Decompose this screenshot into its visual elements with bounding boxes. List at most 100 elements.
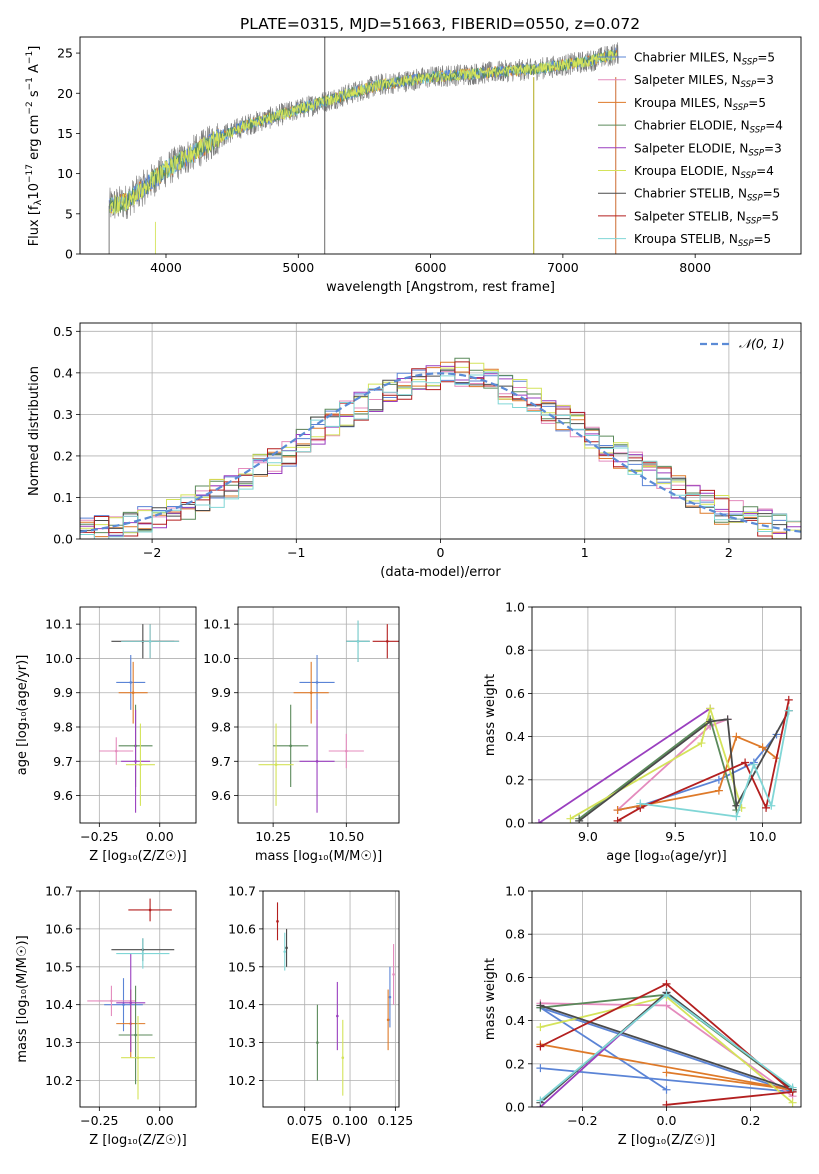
- age_vs_mass-point: [289, 744, 292, 748]
- weight_vs_age-series-line: [616, 718, 728, 811]
- residuals-ytick-label: 0.1: [53, 490, 73, 505]
- mass_vs_EBV-xlabel: E(B-V): [311, 1133, 351, 1148]
- spectrum-model-line: [109, 48, 618, 214]
- weight_vs_Z-marker: [662, 1085, 671, 1094]
- age_vs_mass-frame: [237, 606, 400, 824]
- mass_vs_EBV-axes: 0.075 0.100 0.125 10.2 10.3 10.4 10.5 10.6 10.7 E…: [228, 884, 413, 1149]
- weight_vs_age-marker: [732, 732, 741, 741]
- mass_vs_Z-xtick-label: 0.00: [146, 1113, 174, 1128]
- weight_vs_age-series-line: [617, 699, 790, 822]
- mass_vs_Z-ytick-label: 10.7: [45, 884, 73, 899]
- mass_vs_Z-point: [110, 999, 113, 1003]
- spectrum-ylabel: Flux [fλ10−17 erg cm−2 s−1 A−1]: [25, 46, 44, 247]
- mass_vs_EBV-point: [386, 1018, 390, 1022]
- spectrum-xtick-label: 7000: [547, 260, 579, 275]
- spectrum-model-line: [109, 49, 618, 214]
- mass_vs_EBV-point: [388, 995, 392, 999]
- weight_vs_Z-xtick-label: −0.2: [567, 1113, 597, 1128]
- age_vs_Z-point: [114, 749, 118, 753]
- weight_vs_age-marker: [732, 812, 741, 821]
- residuals-ytick-label: 0.3: [53, 407, 73, 422]
- spectrum-plot-area: [108, 37, 619, 254]
- weight_vs_Z-marker: [662, 979, 671, 988]
- age_vs_mass-ytick-label: 9.7: [211, 754, 231, 769]
- age_vs_Z-point: [139, 763, 142, 767]
- residuals-xtick-label: 0: [437, 545, 445, 560]
- mass_vs_EBV-plot-area: [276, 902, 395, 1096]
- weight_vs_age-marker: [749, 760, 758, 769]
- weight_vs_Z-series-line: [539, 982, 795, 1106]
- weight_vs_age-xlabel: age [log₁₀(age/yr)]: [606, 849, 727, 864]
- age_vs_mass-plot-area: [258, 620, 399, 813]
- weight_vs_Z-ytick-label: 1.0: [505, 884, 525, 899]
- mass_vs_EBV-point: [283, 950, 287, 953]
- weight_vs_Z-plot-area: [536, 979, 797, 1107]
- weight_vs_age-frame: [531, 606, 802, 824]
- age_vs_mass-ytick-label: 9.8: [211, 720, 231, 735]
- spectrum-ytick-label: 10: [57, 166, 73, 181]
- residuals-xtick-label: 2: [725, 545, 733, 560]
- weight_vs_Z-ytick-label: 0.4: [505, 1013, 525, 1028]
- spectrum-model-line: [109, 49, 618, 213]
- age_vs_mass-ytick-label: 10.0: [203, 651, 231, 666]
- mass_vs_EBV-xtick-label: 0.075: [287, 1113, 323, 1128]
- mass_vs_Z-xlabel: Z [log₁₀(Z/Z☉)]: [89, 1133, 186, 1148]
- spectrum-legend-label: Kroupa MILES, NSSP=5: [634, 96, 766, 113]
- age_vs_mass-xlabel: mass [log₁₀(M/M☉)]: [255, 849, 382, 864]
- plot-layer: 4000 5000 6000 7000 80000510152025wavelength…: [15, 36, 802, 1149]
- weight_vs_age-marker: [723, 715, 732, 724]
- residuals-xlabel: (data-model)/error: [380, 565, 501, 580]
- age_vs_Z-frame: [79, 606, 197, 824]
- residuals-legend-label: 𝒩(0, 1): [739, 336, 785, 351]
- spectrum-legend-label: Chabrier MILES, NSSP=5: [634, 51, 775, 68]
- mass_vs_EBV-point: [341, 1056, 345, 1060]
- spectrum-ytick-label: 15: [57, 126, 73, 141]
- mass_vs_EBV-ytick-label: 10.7: [228, 884, 256, 899]
- residuals-ylabel: Normed distribution: [27, 366, 42, 496]
- weight_vs_age-marker: [534, 819, 543, 823]
- spectrum-legend-label: Chabrier ELODIE, NSSP=4: [634, 119, 783, 136]
- weight_vs_age-ytick-label: 0.0: [505, 816, 525, 831]
- weight_vs_age-xtick-label: 10.0: [749, 829, 777, 844]
- mass_vs_Z-ytick-label: 10.4: [45, 997, 73, 1012]
- mass_vs_Z-plot-area: [87, 898, 175, 1100]
- mass_vs_EBV-xtick-label: 0.100: [332, 1113, 368, 1128]
- mass_vs_EBV-ytick-label: 10.5: [228, 959, 256, 974]
- age_vs_Z-xtick-label: 0.00: [146, 829, 174, 844]
- weight_vs_Z-marker: [662, 1100, 671, 1107]
- weight_vs_Z-marker: [788, 1083, 797, 1092]
- mass_vs_EBV-point: [276, 920, 279, 923]
- residuals-ytick-label: 0.2: [53, 448, 73, 463]
- residuals-frame: [79, 322, 802, 540]
- weight_vs_Z-marker: [536, 1064, 545, 1073]
- weight_vs_age-ylabel: mass weight: [483, 674, 498, 756]
- age_vs_mass-point: [274, 763, 278, 767]
- mass_vs_Z-ytick-label: 10.2: [45, 1073, 73, 1088]
- age_vs_mass-axes: 10.25 10.50 9.6 9.7 9.8 9.9 10.0 10.1 mass [log₁…: [203, 606, 400, 864]
- spectrum-axes: 4000 5000 6000 7000 8000 0 5 10 15 20 25 wavelength…: [25, 36, 802, 295]
- weight_vs_age-marker: [613, 816, 622, 823]
- residuals-plot-area: [80, 357, 801, 539]
- mass_vs_Z-axes: −0.25 0.00 10.2 10.3 10.4 10.5 10.6 10.7 Z [log₁…: [15, 884, 197, 1148]
- age_vs_mass-point: [345, 749, 348, 753]
- weight_vs_age-marker: [732, 801, 741, 810]
- mass_vs_Z-point: [141, 952, 145, 955]
- age_vs_Z-xlabel: Z [log₁₀(Z/Z☉)]: [89, 849, 186, 864]
- weight_vs_age-marker: [762, 803, 771, 812]
- weight_vs_Z-ytick-label: 0.2: [505, 1056, 525, 1071]
- age_vs_mass-ytick-label: 9.6: [211, 788, 231, 803]
- weight_vs_Z-marker: [536, 1001, 545, 1010]
- weight_vs_age-plot-area: [534, 695, 793, 823]
- spectrum-legend-label: Chabrier STELIB, NSSP=5: [634, 187, 780, 204]
- age_vs_Z-ytick-label: 9.6: [53, 788, 73, 803]
- weight_vs_age-xtick-label: 9.0: [578, 829, 598, 844]
- weight_vs_age-marker: [636, 799, 645, 808]
- age_vs_mass-xtick-label: 10.50: [328, 829, 364, 844]
- mass_vs_EBV-ytick-label: 10.2: [228, 1073, 256, 1088]
- weight_vs_age-series-line: [578, 710, 790, 822]
- age_vs_mass-point: [315, 681, 319, 684]
- weight_vs_age-marker: [767, 801, 776, 810]
- mass_vs_Z-point: [129, 1001, 133, 1005]
- weight_vs_Z-marker: [536, 1042, 545, 1051]
